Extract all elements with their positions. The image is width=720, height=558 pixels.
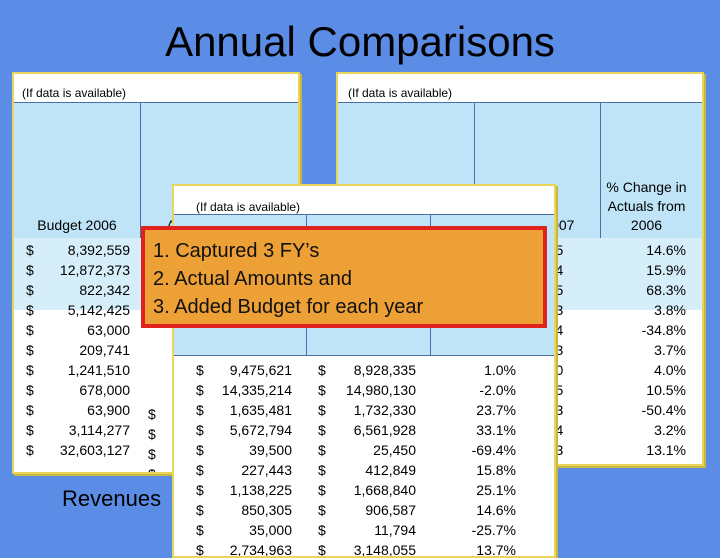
callout-line-1: 1. Captured 3 FY’s [153, 240, 320, 262]
callout-line-3: 3. Added Budget for each year [153, 296, 424, 318]
header-budget-2006: Budget 2006 [37, 217, 117, 233]
callout-line-2: 2. Actual Amounts and [153, 268, 353, 290]
dollar-sign-column: $$$$$ [148, 406, 156, 474]
revenues-label: Revenues [62, 486, 162, 511]
availability-note: (If data is available) [348, 86, 453, 100]
availability-note: (If data is available) [22, 86, 127, 100]
availability-note: (If data is available) [196, 200, 301, 214]
callout-box: 1. Captured 3 FY’s 2. Actual Amounts and… [141, 226, 547, 328]
slide-title: Annual Comparisons [165, 18, 555, 65]
header-percent-change: % Change in Actuals from 2006 [600, 103, 692, 239]
